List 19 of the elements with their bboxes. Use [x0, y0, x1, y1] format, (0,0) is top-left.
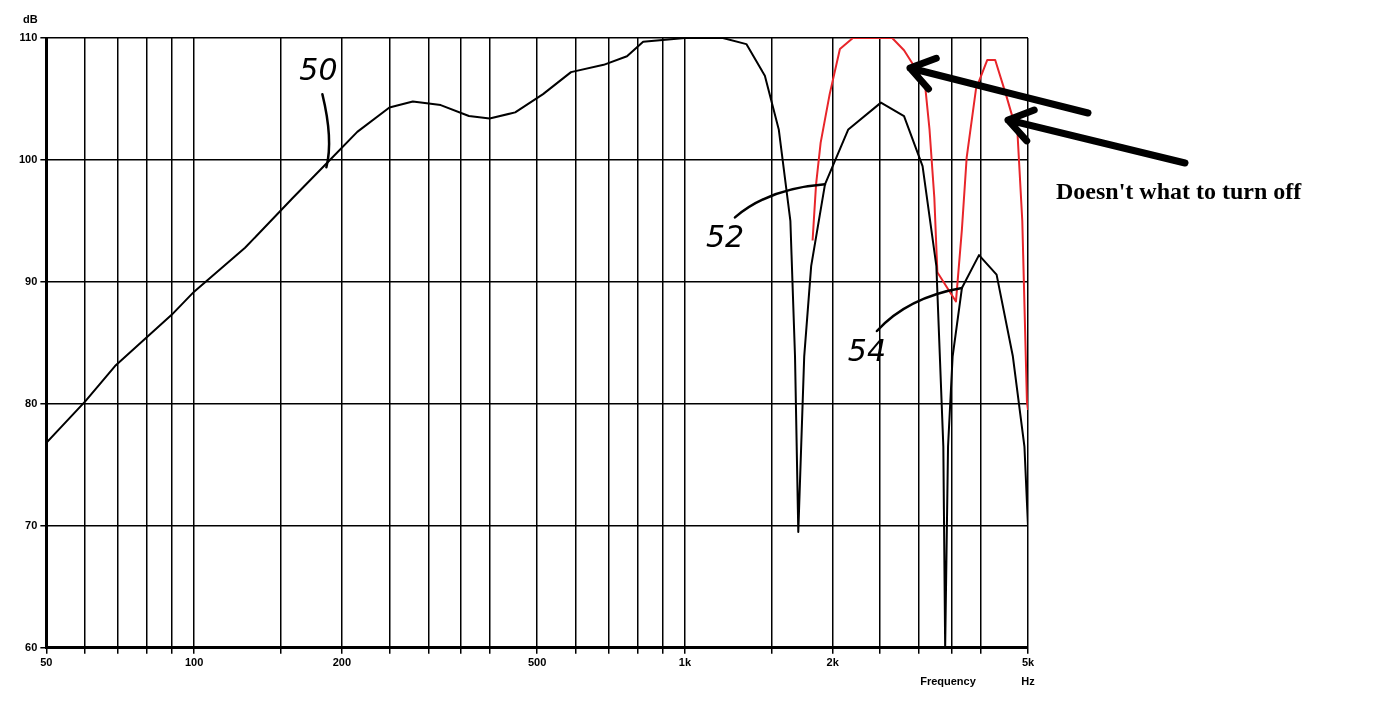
y-tick-label: 60: [25, 640, 38, 653]
annotation: 52: [705, 219, 745, 255]
x-axis-title: Frequency: [920, 674, 977, 687]
x-tick-label: 200: [332, 656, 352, 669]
text: Doesn't what to turn off: [1056, 178, 1303, 205]
x-tick-label: 500: [528, 656, 547, 669]
y-tick-label: 90: [25, 274, 38, 287]
x-tick-label: 50: [40, 656, 53, 669]
x-tick-label: 5k: [1021, 656, 1035, 669]
x-tick-label: 1k: [678, 656, 692, 669]
y-tick-label: 70: [25, 518, 38, 531]
y-axis-title: dB: [23, 13, 38, 26]
y-tick-label: 110: [19, 31, 38, 44]
x-tick-label: 100: [184, 656, 204, 669]
y-tick-label: 80: [25, 396, 38, 409]
text: Hz: [1021, 674, 1036, 687]
annotation: 50: [299, 52, 338, 88]
y-tick-label: 100: [18, 152, 38, 165]
x-tick-label: 2k: [826, 656, 840, 669]
